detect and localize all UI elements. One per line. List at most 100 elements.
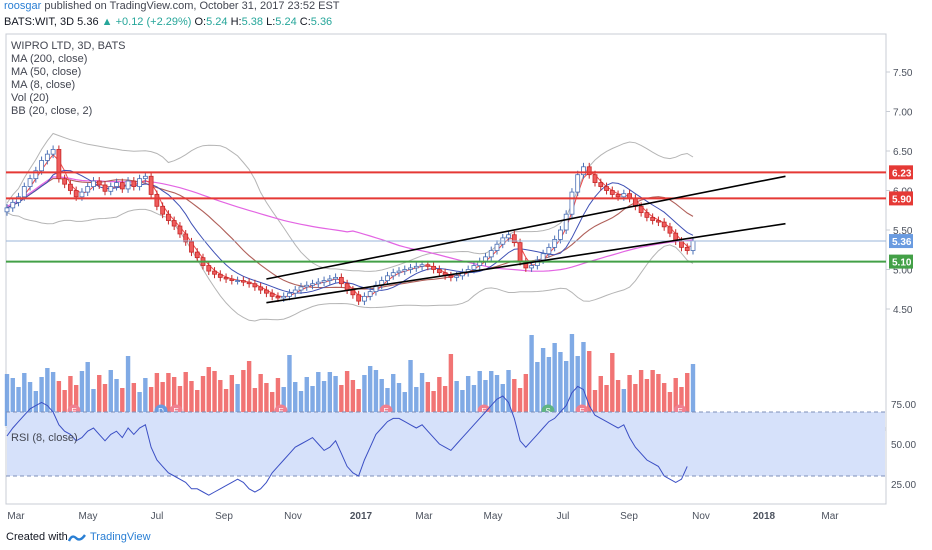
tradingview-logo-icon[interactable] [67,531,86,549]
volume-bar [483,380,488,426]
volume-bar [454,381,459,426]
volume-bar [246,361,252,426]
volume-bar [558,352,563,426]
author-link[interactable]: roosgar [4,0,42,12]
volume-bar [471,385,477,426]
volume-bar [27,382,33,426]
symbol-label: BATS:WIT, 3D [4,16,75,28]
volume-bar [621,389,627,426]
volume-bar [431,391,436,426]
volume-bar [379,379,384,426]
candle-body [586,166,592,176]
volume-bar [494,375,500,426]
rsi-band [7,412,885,476]
x-tick-label: Sep [620,511,638,522]
volume-bar [62,390,67,426]
candle-body [344,283,350,291]
legend-bollinger[interactable]: BB (20, close, 2) [11,105,93,117]
candle-body [690,240,696,251]
volume-bar [362,375,367,426]
candle-body [333,276,338,280]
legend-ma50[interactable]: MA (50, close) [11,66,82,78]
x-tick-label: May [484,511,503,522]
volume-bar [598,376,603,426]
y-tick-label: 7.50 [893,68,913,79]
volume-bar [333,376,338,426]
volume-bar [563,361,569,426]
candle-body [171,220,177,227]
legend-title[interactable]: WIPRO LTD, 3D, BATS [11,40,126,52]
price-tag [889,165,913,180]
volume-bar [166,373,171,426]
volume-bar [344,371,350,426]
volume-bar [16,387,21,426]
candle-body [223,276,229,280]
candle-body [661,221,667,228]
up-arrow-icon: ▲ [101,16,113,28]
y-tick-label: 5.00 [893,266,913,277]
candle-body [56,149,62,180]
volume-bar [535,362,540,426]
volume-bar [638,370,644,426]
candle-body [419,264,425,267]
candle-body [160,205,166,215]
legend-volume[interactable]: Vol (20) [11,92,49,104]
candle-body [131,180,137,187]
candle-body [281,295,287,299]
candle-body [287,292,292,297]
volume-bar [79,371,85,426]
candle-body [217,273,223,278]
volume-bar [408,360,413,426]
volume-bar [275,378,281,426]
candle-body [396,270,402,274]
candle-body [194,251,200,259]
candle-body [269,292,275,297]
x-tick-label: Jul [557,511,570,522]
candle-body [362,295,367,302]
rsi-tick-label: 75.00 [891,400,916,411]
candle-body [431,265,436,270]
candle-body [10,201,16,209]
candle-body [189,241,194,253]
volume-bar [437,377,442,426]
main-pane [5,33,887,429]
open-value: 5.24 [206,16,228,28]
candle-body [569,191,575,215]
candle-body [315,281,321,285]
candle-body [615,194,621,198]
volume-bar [298,391,304,426]
candle-body [534,259,540,266]
candle-body [125,180,131,190]
rsi-legend[interactable]: RSI (8, close) [11,432,78,444]
volume-bar [512,379,517,426]
candle-body [609,190,615,195]
price-chart[interactable]: Mar May Jul Sep Nov 2017 Mar May Jul Sep Nov 2018 Ma… [0,0,932,525]
tradingview-brand-link[interactable]: TradingView [90,531,151,543]
candle-body [229,278,235,281]
candle-body [275,295,281,299]
volume-bar [419,373,425,426]
volume-bar [529,335,534,426]
candle-body [471,265,477,270]
volume-bar [97,375,102,426]
rsi-line [6,385,688,496]
x-tick-label: Sep [215,511,233,522]
volume-bar [148,387,154,426]
ohlc-line: BATS:WIT, 3D 5.36 ▲ +0.12 (+2.29%) O:5.2… [4,16,332,28]
volume-bar [402,392,407,426]
candle-body [413,265,419,269]
volume-bar [154,373,160,426]
candle-body [638,205,644,214]
volume-bar [241,370,246,426]
low-label: L: [266,16,276,28]
candle-body [656,220,661,223]
legend-ma8[interactable]: MA (8, close) [11,79,76,91]
volume-bar [523,374,529,426]
volume-bar [137,392,142,426]
volume-bar [442,386,448,426]
legend-ma200[interactable]: MA (200, close) [11,53,88,65]
candle-body [39,160,44,172]
volume-bar [45,368,50,426]
x-tick-label: May [79,511,98,522]
volume-bar [321,381,327,426]
